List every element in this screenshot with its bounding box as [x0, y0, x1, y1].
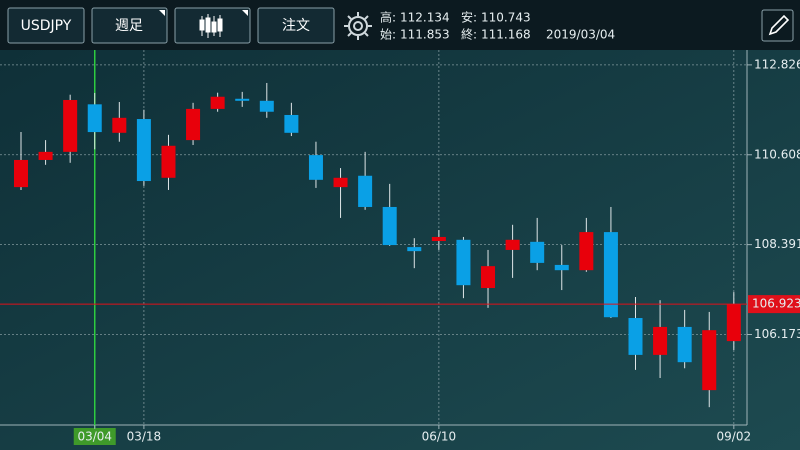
- y-tick-label: 108.391: [754, 237, 800, 251]
- current-price-label: 106.923: [752, 297, 800, 311]
- candle-body: [579, 232, 594, 271]
- candle-body: [186, 108, 201, 141]
- candle-body: [161, 145, 176, 178]
- candle-body: [308, 155, 323, 180]
- y-tick-label: 110.608: [754, 147, 800, 161]
- date-value: 2019/03/04: [546, 28, 615, 42]
- candle-body: [38, 151, 53, 160]
- candle-body: [333, 177, 348, 188]
- candle-body: [136, 119, 151, 182]
- y-tick-label: 106.173: [754, 327, 800, 341]
- low-value: 110.743: [481, 11, 531, 25]
- candle-body: [210, 96, 225, 109]
- candle-body: [505, 239, 520, 250]
- candle-body: [456, 239, 471, 286]
- candle-icon: [199, 14, 223, 38]
- pencil-icon: [768, 14, 790, 36]
- settings-icon[interactable]: [344, 12, 372, 40]
- candle-body: [14, 159, 28, 188]
- open-label: 始:: [380, 28, 396, 42]
- high-value: 112.134: [400, 11, 450, 25]
- high-label: 高:: [380, 10, 396, 25]
- x-tick-label: 03/04: [77, 430, 112, 444]
- candle-body: [653, 326, 668, 355]
- corner-mark: [159, 10, 165, 16]
- candle-body: [259, 100, 274, 112]
- x-tick-label: 06/10: [422, 430, 457, 444]
- order-button[interactable]: [257, 7, 335, 44]
- symbol-button[interactable]: [7, 7, 85, 44]
- y-tick-label: 112.826: [754, 57, 800, 71]
- candle-body: [63, 99, 78, 152]
- candle-body: [677, 326, 692, 363]
- candle-body: [603, 232, 618, 318]
- candle-body: [702, 330, 717, 391]
- timeframe-label: 週足: [115, 18, 143, 34]
- candle-body: [235, 98, 250, 101]
- candle-body: [530, 241, 545, 263]
- crosshair-label-box: [73, 428, 116, 445]
- low-label: 安:: [461, 10, 477, 25]
- candle-body: [554, 264, 569, 271]
- corner-mark: [242, 10, 248, 16]
- candle-body: [431, 236, 446, 242]
- candle-body: [284, 114, 299, 133]
- open-value: 111.853: [400, 28, 450, 42]
- candle-body: [726, 304, 741, 342]
- chart-background: [0, 50, 800, 450]
- symbol-label: USDJPY: [21, 18, 72, 34]
- close-value: 111.168: [481, 28, 531, 42]
- close-label: 終:: [461, 27, 477, 42]
- candle-body: [358, 175, 373, 207]
- order-label: 注文: [282, 18, 310, 34]
- candle-body: [112, 117, 127, 133]
- current-price-tag: [748, 295, 800, 314]
- draw-button[interactable]: [761, 9, 794, 42]
- candle-body: [87, 104, 102, 133]
- candle-body: [407, 247, 422, 252]
- x-tick-label: 03/18: [127, 430, 162, 444]
- candle-body: [628, 318, 643, 355]
- candle-body: [382, 206, 397, 246]
- candle-body: [481, 266, 496, 289]
- timeframe-button[interactable]: [91, 7, 168, 44]
- x-tick-label: 09/02: [717, 430, 752, 444]
